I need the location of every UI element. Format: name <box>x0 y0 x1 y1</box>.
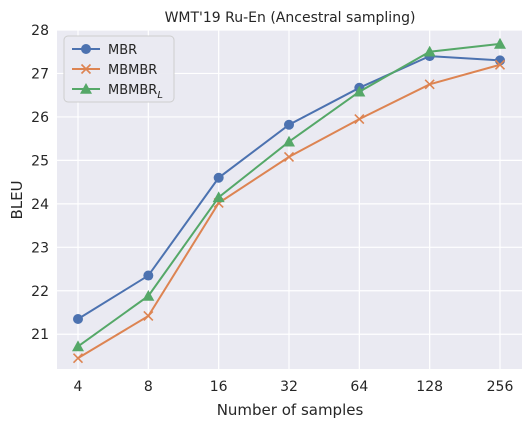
y-axis-ticks: 21 22 23 24 25 26 27 28 <box>31 23 49 343</box>
data-point <box>73 314 83 325</box>
y-tick-label: 21 <box>31 327 49 343</box>
series-layer <box>72 37 506 364</box>
x-axis-ticks: 4 8 16 32 64 128 256 <box>74 379 514 395</box>
data-point <box>142 289 155 301</box>
legend-label: MBMBRL <box>108 83 163 101</box>
x-tick-label: 16 <box>210 379 228 395</box>
data-point <box>283 135 295 147</box>
data-point <box>284 119 294 130</box>
series-3 <box>72 37 506 352</box>
chart-title: WMT'19 Ru-En (Ancestral sampling) <box>165 10 416 26</box>
data-point <box>423 45 436 57</box>
legend-label: MBMBR <box>108 63 157 78</box>
data-point <box>212 191 225 203</box>
data-point <box>424 79 435 90</box>
legend-box <box>63 35 175 103</box>
y-tick-label: 23 <box>31 240 49 256</box>
y-tick-label: 27 <box>31 66 49 82</box>
y-axis-label: BLEU <box>8 180 26 219</box>
legend-marker <box>80 83 92 94</box>
x-tick-label: 8 <box>144 379 153 395</box>
y-tick-label: 28 <box>31 23 49 39</box>
data-point <box>213 172 224 183</box>
y-tick-label: 24 <box>31 197 49 213</box>
y-tick-label: 22 <box>31 284 49 300</box>
legend-label-subscript: L <box>157 90 163 101</box>
legend-label: MBR <box>108 43 137 58</box>
data-point <box>283 151 295 162</box>
series-2 <box>72 59 506 364</box>
x-tick-label: 32 <box>280 379 298 395</box>
legend-marker <box>81 44 91 54</box>
y-tick-label: 26 <box>31 110 49 126</box>
x-tick-label: 4 <box>74 379 83 395</box>
y-tick-label: 25 <box>31 153 49 169</box>
x-tick-label: 128 <box>416 379 443 395</box>
data-point <box>494 59 506 70</box>
x-tick-label: 256 <box>487 379 514 395</box>
data-point <box>72 353 84 364</box>
data-point <box>354 114 365 125</box>
legend-marker <box>80 63 92 75</box>
data-point <box>494 37 506 49</box>
data-point <box>143 310 154 322</box>
legend: MBR MBMBR MBMBRL <box>63 35 175 103</box>
x-tick-label: 64 <box>350 379 368 395</box>
data-point <box>353 85 366 97</box>
data-point <box>72 340 84 352</box>
x-axis-label: Number of samples <box>217 401 364 419</box>
data-point <box>143 270 154 281</box>
